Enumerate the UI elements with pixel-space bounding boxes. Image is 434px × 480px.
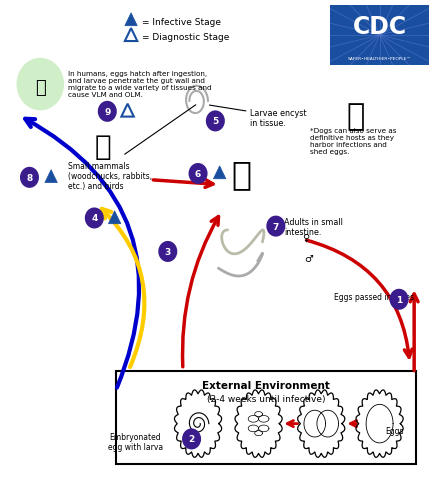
Text: ♀: ♀ (302, 233, 309, 242)
Circle shape (266, 216, 285, 237)
Text: External Environment: External Environment (202, 380, 329, 390)
Text: 3: 3 (164, 248, 171, 256)
Text: 5: 5 (212, 117, 218, 126)
Text: (2-4 weeks until infective): (2-4 weeks until infective) (207, 394, 325, 403)
Text: Larvae encyst
in tissue.: Larvae encyst in tissue. (250, 109, 306, 128)
Polygon shape (108, 211, 121, 224)
FancyBboxPatch shape (116, 371, 415, 464)
Text: 🦝: 🦝 (231, 157, 251, 191)
Circle shape (182, 429, 201, 449)
Text: CDC: CDC (352, 15, 406, 39)
Polygon shape (213, 167, 225, 180)
Text: 6: 6 (194, 169, 201, 179)
Text: 4: 4 (91, 214, 97, 223)
Circle shape (98, 102, 116, 122)
Text: 1: 1 (395, 295, 401, 304)
Text: Eggs passed in feces: Eggs passed in feces (333, 293, 413, 302)
Circle shape (188, 164, 207, 185)
Polygon shape (45, 170, 57, 183)
Circle shape (85, 208, 104, 229)
Text: 9: 9 (104, 108, 110, 117)
Text: = Infective Stage: = Infective Stage (141, 18, 220, 27)
Circle shape (205, 111, 224, 132)
Text: 7: 7 (272, 222, 278, 231)
Circle shape (16, 59, 64, 111)
Text: Eggs: Eggs (385, 426, 403, 435)
Text: In humans, eggs hatch after ingestion,
and larvae penetrate the gut wall and
mig: In humans, eggs hatch after ingestion, a… (68, 71, 211, 97)
Circle shape (158, 241, 177, 263)
Text: ♂: ♂ (303, 253, 312, 263)
FancyBboxPatch shape (329, 6, 428, 66)
Text: 🐕: 🐕 (346, 101, 364, 131)
Text: Small mammals
(woodchucks, rabbits,
etc.) and birds: Small mammals (woodchucks, rabbits, etc.… (68, 161, 152, 191)
Text: 🐇: 🐇 (95, 133, 111, 161)
Text: 8: 8 (26, 173, 33, 182)
Text: 2: 2 (188, 434, 194, 444)
Text: 🧒: 🧒 (35, 79, 46, 97)
Text: Adults in small
intestine.: Adults in small intestine. (284, 217, 342, 237)
Circle shape (20, 168, 39, 189)
Text: = Diagnostic Stage: = Diagnostic Stage (141, 33, 229, 42)
Text: Embryonated
egg with larva: Embryonated egg with larva (108, 432, 163, 451)
Text: *Dogs can also serve as
definitive hosts as they
harbor infections and
shed eggs: *Dogs can also serve as definitive hosts… (310, 128, 396, 155)
Polygon shape (125, 14, 137, 27)
Circle shape (388, 289, 408, 310)
Text: SAFER•HEALTHIER•PEOPLE™: SAFER•HEALTHIER•PEOPLE™ (347, 57, 411, 60)
